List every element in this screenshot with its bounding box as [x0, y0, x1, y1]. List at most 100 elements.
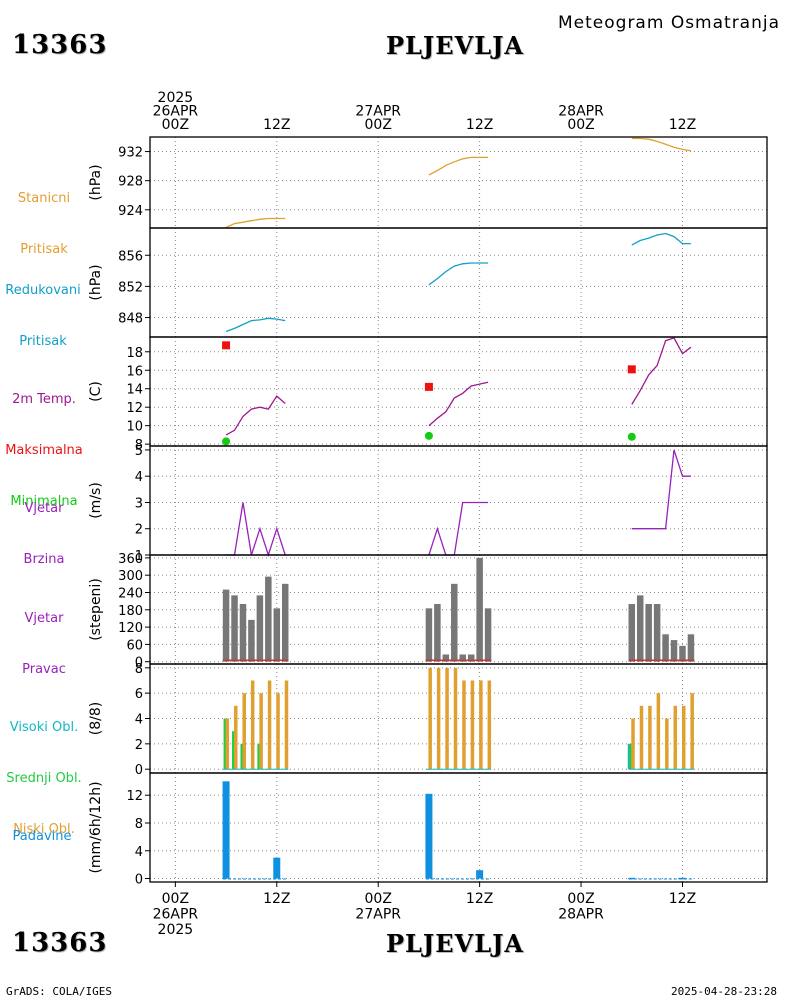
- y-tick-label: 16: [126, 364, 143, 379]
- label-precip-line1: Padavine: [12, 829, 72, 844]
- y-tick-label: 852: [118, 280, 143, 295]
- wind-dir-bar: [273, 608, 281, 662]
- cloud-bar: [656, 693, 661, 770]
- label-temperature: 2m Temp. Maksimalna Minimalna: [0, 357, 88, 544]
- top-time-label: 12Z: [466, 117, 493, 133]
- tmax-marker: [424, 382, 433, 391]
- panel-frame: [149, 772, 768, 883]
- label-temp-line2: Maksimalna: [5, 443, 83, 458]
- y-axis-label: (8/8): [88, 702, 104, 735]
- wind-dir-bar: [687, 634, 695, 662]
- y-tick-label: 180: [118, 604, 143, 619]
- y-axis-label: (mm/6h/12h): [88, 781, 104, 873]
- y-tick-label: 4: [135, 845, 143, 860]
- wind-dir-bar: [265, 576, 272, 662]
- cloud-bar: [240, 743, 244, 770]
- panel-frame: [149, 136, 768, 229]
- wind-dir-bar: [662, 634, 669, 662]
- y-tick-label: 0: [135, 656, 143, 671]
- label-reduced: Redukovani Pritisak: [0, 248, 87, 384]
- top-time-label: 27APR: [355, 104, 401, 120]
- y-tick-label: 856: [118, 249, 143, 264]
- y-tick-label: 120: [118, 621, 143, 636]
- wind-dir-bar: [628, 604, 636, 662]
- y-tick-label: 240: [118, 586, 143, 601]
- wind_speed-series-line: [226, 502, 286, 558]
- wind-dir-bar: [467, 654, 475, 662]
- label-clouds-line2: Srednji Obl.: [6, 771, 82, 786]
- y-tick-label: 8: [135, 817, 143, 832]
- top-time-label: 00Z: [365, 117, 392, 133]
- cloud-bar: [445, 667, 449, 770]
- bottom-time-label: 2025: [158, 922, 194, 938]
- temperature-series-line: [428, 381, 489, 427]
- y-axis-label: (hPa): [88, 164, 104, 200]
- cloud-bar: [257, 743, 261, 770]
- label-reduced-line2: Pritisak: [19, 334, 67, 349]
- precip-bar: [425, 793, 433, 879]
- cloud-bar: [639, 705, 644, 770]
- precip-bar: [273, 857, 281, 879]
- wind-dir-bar: [645, 604, 652, 662]
- y-tick-label: 3: [135, 496, 143, 511]
- bottom-time-label: 12Z: [263, 891, 290, 907]
- y-tick-label: 360: [118, 552, 143, 567]
- cloud-bar: [479, 680, 483, 770]
- tmin-marker: [222, 437, 231, 446]
- y-tick-label: 928: [118, 175, 143, 190]
- wind-dir-bar: [231, 595, 238, 662]
- top-time-label: 12Z: [263, 117, 290, 133]
- y-tick-label: 10: [126, 420, 143, 435]
- y-tick-label: 4: [135, 713, 143, 728]
- station-name: PLJEVLJA: [386, 31, 525, 60]
- y-tick-label: 12: [126, 789, 143, 804]
- cloud-bar: [462, 680, 466, 770]
- label-wind-direction: Vjetar Pravac: [0, 576, 88, 712]
- cloud-bar: [436, 667, 441, 770]
- cloud-bar: [232, 731, 236, 770]
- wind-dir-bar: [281, 583, 289, 662]
- timestamp-text: 2025-04-28-23:28: [671, 985, 777, 998]
- credit-text: GrADS: COLA/IGES: [6, 985, 112, 998]
- wind-dir-bar: [442, 654, 450, 662]
- station-id-bottom: 13363: [12, 928, 108, 958]
- y-tick-label: 6: [135, 687, 143, 702]
- wind-dir-bar: [239, 604, 247, 662]
- y-tick-label: 12: [126, 401, 143, 416]
- cloud-bar: [690, 693, 694, 770]
- station-name-bottom: PLJEVLJA: [386, 929, 525, 958]
- y-tick-label: 4: [135, 470, 143, 485]
- precip-bar: [678, 877, 686, 880]
- label-wind-speed-line2: Brzina: [23, 552, 65, 567]
- y-tick-label: 300: [118, 569, 143, 584]
- bottom-time-label: 12Z: [466, 891, 493, 907]
- y-tick-label: 2: [135, 738, 143, 753]
- cloud-bar: [267, 680, 272, 770]
- precip-bar: [222, 781, 230, 879]
- top-time-label: 00Z: [162, 117, 189, 133]
- cloud-bar: [681, 705, 686, 770]
- top-time-label: 28APR: [558, 104, 604, 120]
- cloud-bar: [648, 705, 652, 770]
- wind-dir-bar: [679, 645, 686, 662]
- cloud-bar: [223, 718, 228, 770]
- wind-dir-bar: [222, 589, 230, 662]
- label-temp-line1: 2m Temp.: [12, 392, 76, 407]
- bottom-time-label: 00Z: [365, 891, 392, 907]
- bottom-time-label: 00Z: [567, 891, 594, 907]
- label-wind-dir-line2: Pravac: [22, 662, 66, 677]
- wind-dir-bar: [425, 608, 433, 662]
- bottom-time-label: 27APR: [355, 907, 401, 923]
- precip-bar: [476, 870, 484, 879]
- cloud-bar: [453, 667, 458, 770]
- cloud-bar: [631, 718, 635, 770]
- cloud-bar: [673, 705, 678, 770]
- wind-dir-bar: [670, 640, 678, 662]
- label-wind-speed-line1: Vjetar: [24, 501, 64, 516]
- bottom-time-label: 00Z: [162, 891, 189, 907]
- tmin-marker: [627, 432, 636, 441]
- temperature-series-line: [631, 337, 692, 405]
- wind-dir-bar: [248, 619, 255, 662]
- y-tick-label: 2: [135, 523, 143, 538]
